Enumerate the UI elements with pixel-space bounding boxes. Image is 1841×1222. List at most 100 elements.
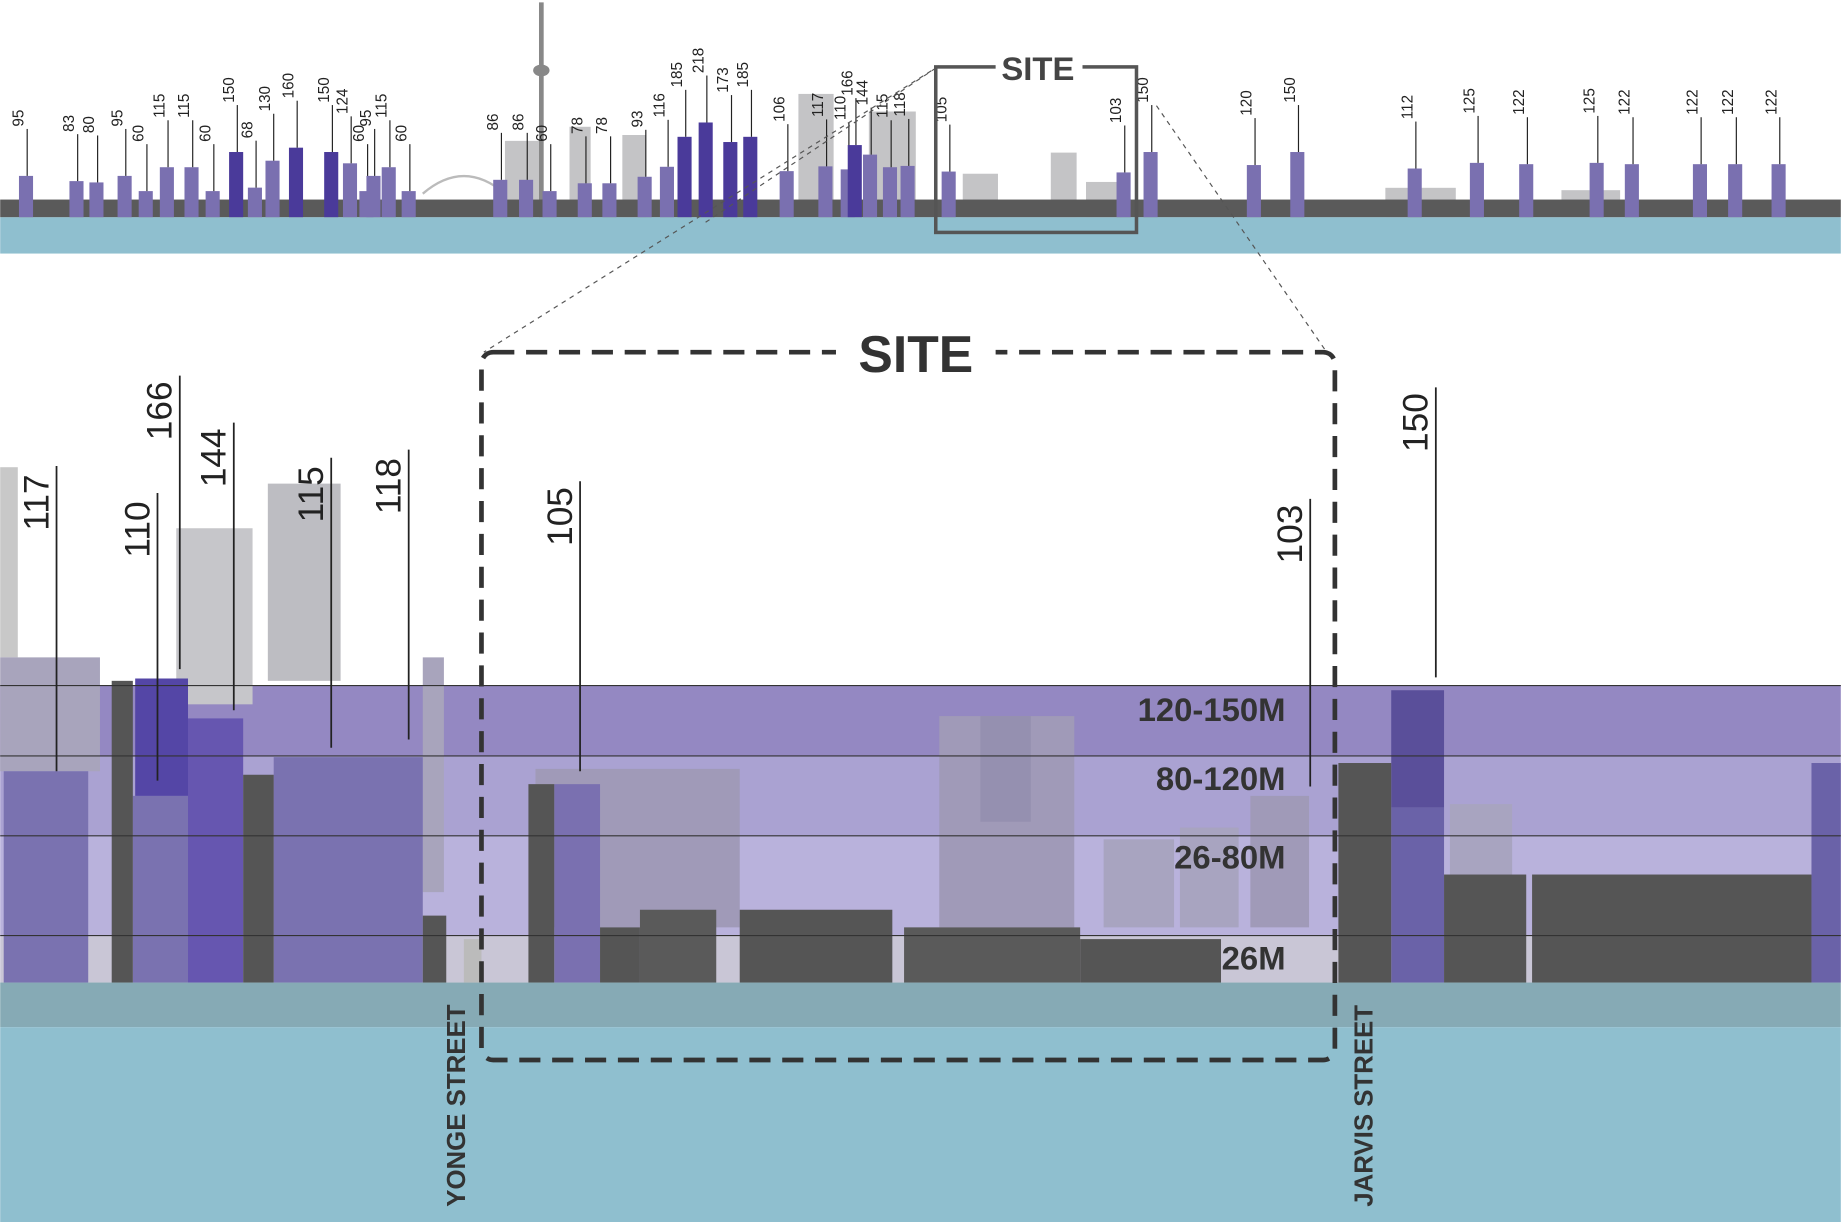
building — [1771, 164, 1786, 218]
height-label: 150 — [1135, 77, 1152, 102]
building — [1080, 939, 1222, 983]
height-label: 83 — [61, 115, 78, 132]
building — [1179, 827, 1239, 928]
zone-label: 80-120M — [1156, 760, 1286, 797]
height-label: 160 — [281, 73, 298, 98]
building — [602, 183, 617, 218]
building — [117, 175, 132, 218]
building — [519, 179, 534, 218]
height-label: 218 — [690, 48, 707, 73]
height-label: 122 — [1720, 89, 1737, 114]
detail-labels: 117 110 166 144 115 118 105 103 150 120-150M 80-12… — [17, 375, 1437, 1207]
building — [422, 915, 447, 983]
building — [941, 171, 956, 218]
height-label: 95 — [358, 110, 375, 127]
building — [779, 171, 794, 218]
height-label: 110 — [118, 501, 157, 557]
building — [18, 175, 34, 218]
zone-band — [0, 685, 1841, 756]
height-label: 144 — [855, 79, 872, 105]
building — [743, 136, 758, 218]
building — [1391, 690, 1445, 808]
building — [0, 467, 18, 658]
building — [554, 784, 601, 983]
building — [862, 154, 878, 218]
building — [243, 774, 274, 983]
building — [659, 166, 674, 218]
height-label: 68 — [240, 121, 257, 138]
height-label: 124 — [335, 88, 352, 114]
building — [135, 678, 189, 796]
street-label: YONGE STREET — [443, 1004, 471, 1206]
height-label: 185 — [735, 62, 752, 87]
height-label: 125 — [1462, 88, 1479, 113]
building — [366, 175, 381, 218]
height-label: 103 — [1271, 505, 1310, 564]
height-label: 103 — [1108, 98, 1125, 123]
building — [1391, 807, 1445, 983]
building — [528, 784, 555, 983]
building — [401, 191, 416, 218]
height-label: 115 — [373, 94, 390, 118]
height-label: 122 — [1685, 89, 1702, 114]
height-label: 122 — [1511, 89, 1528, 114]
building — [1246, 165, 1261, 218]
building — [1290, 152, 1305, 218]
building — [324, 152, 339, 218]
height-label: 166 — [839, 70, 856, 95]
height-label: 86 — [485, 114, 502, 131]
height-label: 80 — [81, 116, 98, 133]
stadium — [422, 174, 506, 195]
height-label: 185 — [669, 62, 686, 87]
overview-site-label: SITE — [1001, 50, 1074, 87]
zone-label: 120-150M — [1138, 691, 1286, 728]
height-label: 115 — [152, 94, 169, 118]
overview-water — [0, 217, 1841, 254]
height-label: 130 — [257, 86, 274, 111]
height-label: 122 — [1763, 89, 1780, 114]
height-label: 117 — [17, 474, 56, 530]
building — [184, 167, 199, 218]
building — [1728, 164, 1743, 218]
height-label: 60 — [130, 125, 147, 142]
building — [1589, 162, 1604, 218]
building — [1444, 874, 1527, 983]
building — [1116, 172, 1131, 218]
building — [1624, 164, 1639, 218]
height-label: 150 — [1397, 393, 1436, 452]
building — [111, 680, 133, 983]
height-label: 150 — [221, 77, 238, 102]
building — [69, 181, 84, 218]
height-label: 118 — [892, 92, 909, 116]
height-label: 60 — [351, 125, 368, 142]
zoom-line — [1155, 105, 1328, 353]
zone-label: 26M — [1222, 940, 1286, 977]
height-label: 120 — [1239, 90, 1256, 115]
building — [176, 528, 253, 705]
height-label: 118 — [369, 458, 408, 514]
building — [247, 187, 262, 218]
detail-water — [0, 1027, 1841, 1222]
site-label: SITE — [858, 325, 973, 383]
height-label: 173 — [715, 67, 732, 92]
detail-buildings — [0, 467, 1841, 983]
building — [273, 757, 423, 983]
building — [267, 483, 341, 681]
height-label: 93 — [629, 111, 646, 128]
building — [132, 795, 189, 983]
building — [229, 152, 244, 218]
building — [600, 927, 640, 983]
overview-ground-buildings — [0, 199, 1841, 218]
height-label: 122 — [1617, 89, 1634, 114]
building — [1469, 162, 1484, 218]
building — [1519, 164, 1534, 218]
building — [342, 163, 358, 218]
building — [882, 167, 898, 218]
building — [205, 191, 220, 218]
building — [1143, 152, 1158, 218]
height-label: 86 — [511, 114, 528, 131]
building — [159, 167, 174, 218]
building — [1811, 763, 1841, 983]
height-label: 166 — [141, 381, 180, 440]
